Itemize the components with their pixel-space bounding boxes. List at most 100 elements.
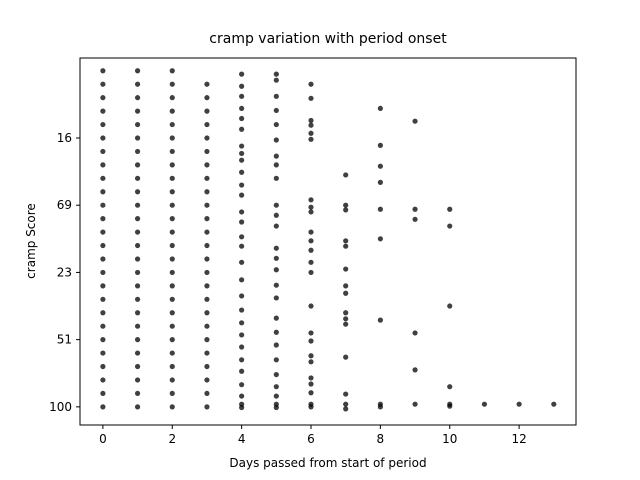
point (239, 293, 245, 299)
point (100, 135, 106, 141)
point (169, 121, 175, 128)
point (273, 137, 279, 143)
point (239, 143, 245, 149)
point (134, 337, 141, 343)
point (134, 216, 141, 222)
point (134, 377, 141, 383)
point (412, 118, 418, 124)
point (169, 148, 175, 155)
point (204, 81, 210, 87)
point (308, 204, 314, 210)
point (134, 95, 141, 101)
point (343, 283, 349, 289)
point (100, 363, 106, 370)
point (239, 320, 245, 326)
point (377, 163, 383, 169)
point (134, 148, 141, 155)
point (377, 179, 383, 185)
point (343, 238, 349, 244)
point (343, 207, 349, 213)
point (204, 121, 210, 128)
point (239, 219, 245, 225)
x-tick-label: 4 (238, 432, 246, 446)
y-tick-label: 16 (57, 131, 72, 145)
point (343, 354, 349, 360)
point (204, 390, 210, 397)
point (204, 202, 210, 208)
point (169, 108, 175, 114)
point (273, 162, 279, 168)
point (273, 212, 279, 218)
point (204, 363, 210, 370)
point (308, 353, 314, 359)
point (169, 350, 175, 356)
point (169, 229, 175, 235)
point (169, 68, 175, 74)
point (377, 142, 383, 148)
point (273, 255, 279, 261)
point (169, 256, 175, 262)
point (100, 390, 106, 397)
point (100, 269, 106, 276)
point (134, 283, 141, 289)
point (100, 404, 106, 410)
point (308, 117, 314, 124)
point (239, 192, 245, 198)
point (204, 256, 210, 262)
point (377, 105, 383, 112)
point (308, 130, 314, 136)
point (134, 350, 141, 356)
point (134, 135, 141, 141)
point (308, 390, 314, 396)
point (169, 202, 175, 208)
point (239, 126, 245, 132)
point (239, 382, 245, 388)
point (273, 267, 279, 273)
point (204, 135, 210, 141)
point (273, 175, 279, 181)
point (204, 189, 210, 195)
point (343, 202, 349, 208)
point (239, 344, 245, 350)
point (308, 375, 314, 381)
point (239, 71, 245, 77)
point (308, 404, 314, 410)
point (239, 105, 245, 112)
point (412, 216, 418, 222)
point (100, 216, 106, 222)
point (100, 310, 106, 316)
x-tick-label: 6 (307, 432, 315, 446)
point (343, 401, 349, 407)
chart-title: cramp variation with period onset (209, 31, 447, 47)
point (343, 406, 349, 412)
point (134, 68, 141, 74)
point (343, 391, 349, 397)
point (134, 108, 141, 114)
point (273, 342, 279, 348)
point (343, 290, 349, 296)
point (412, 367, 418, 373)
point (239, 209, 245, 215)
x-tick-label: 8 (377, 432, 385, 446)
point (204, 242, 210, 249)
x-axis-label: Days passed from start of period (229, 456, 426, 470)
point (204, 283, 210, 289)
point (447, 206, 453, 212)
point (343, 172, 349, 178)
point (100, 377, 106, 383)
point (412, 206, 418, 212)
point (412, 330, 418, 336)
point (447, 223, 453, 229)
point (239, 150, 245, 157)
point (377, 236, 383, 242)
point (100, 202, 106, 208)
point (273, 357, 279, 363)
point (204, 269, 210, 276)
point (239, 182, 245, 188)
point (239, 243, 245, 249)
point (204, 162, 210, 168)
point (169, 81, 175, 87)
point (100, 189, 106, 195)
point (273, 223, 279, 229)
point (169, 363, 175, 370)
